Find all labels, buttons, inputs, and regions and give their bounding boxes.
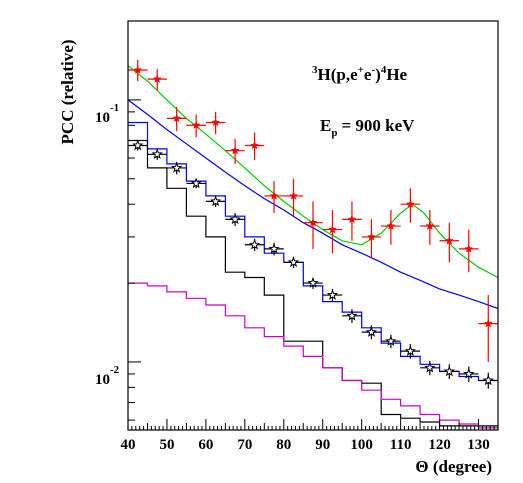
data-point — [424, 361, 436, 373]
reaction-label: 3H(p,e+e-)4He — [312, 64, 408, 84]
x-tick-label: 110 — [390, 437, 412, 453]
data-point — [326, 289, 339, 300]
plot-frame — [127, 20, 499, 431]
x-tick-label: 50 — [159, 437, 174, 453]
data-point — [308, 218, 318, 227]
data-point — [250, 140, 260, 150]
data-point — [386, 221, 396, 230]
data-point — [328, 224, 337, 234]
y-tick-label: 10-1 — [95, 102, 119, 126]
data-point — [190, 177, 202, 189]
data-point — [152, 74, 162, 83]
data-point — [463, 367, 475, 379]
data-point — [425, 221, 435, 230]
data-point — [482, 374, 494, 386]
data-point — [366, 232, 376, 241]
data-point — [464, 244, 474, 253]
data-point — [483, 319, 493, 328]
data-point — [287, 256, 300, 268]
data-point — [269, 191, 279, 200]
y-axis-title: PCC (relative) — [58, 40, 77, 145]
data-point — [191, 120, 201, 130]
data-point — [171, 161, 183, 173]
data-point — [307, 277, 319, 288]
data-point — [211, 117, 221, 127]
data-point — [385, 335, 397, 346]
data-point — [151, 148, 163, 160]
data-point — [405, 199, 415, 208]
data-point — [248, 238, 261, 250]
data-point — [347, 214, 357, 224]
data-point — [404, 345, 416, 356]
data-point — [210, 195, 222, 207]
data-point — [365, 326, 378, 337]
chart-points — [128, 59, 498, 389]
data-point — [444, 236, 454, 245]
x-axis-title: Θ (degree) — [415, 457, 492, 476]
x-tick-label: 120 — [428, 437, 451, 453]
x-tick-label: 130 — [467, 437, 490, 453]
data-point — [132, 139, 144, 151]
data-point — [230, 146, 240, 155]
data-point — [172, 113, 182, 123]
data-point — [289, 191, 298, 200]
data-point — [443, 365, 455, 377]
x-tick-label: 40 — [121, 437, 136, 453]
histogram-series-5 — [128, 139, 498, 427]
x-tick-label: 90 — [315, 437, 330, 453]
energy-label: Ep = 900 keV — [320, 116, 415, 139]
x-tick-label: 100 — [350, 437, 373, 453]
histogram-series-6 — [128, 282, 498, 429]
x-tick-label: 60 — [198, 437, 213, 453]
data-point — [133, 65, 143, 74]
axis-ticks: 40 50 60 70 80 90 100 110 120 130 10-1 10-2 — [95, 20, 499, 453]
x-tick-label: 70 — [237, 437, 252, 453]
y-tick-label: 10-2 — [95, 364, 120, 388]
data-point — [346, 309, 358, 321]
data-point — [268, 243, 280, 254]
data-point — [229, 213, 241, 225]
x-tick-label: 80 — [276, 437, 291, 453]
